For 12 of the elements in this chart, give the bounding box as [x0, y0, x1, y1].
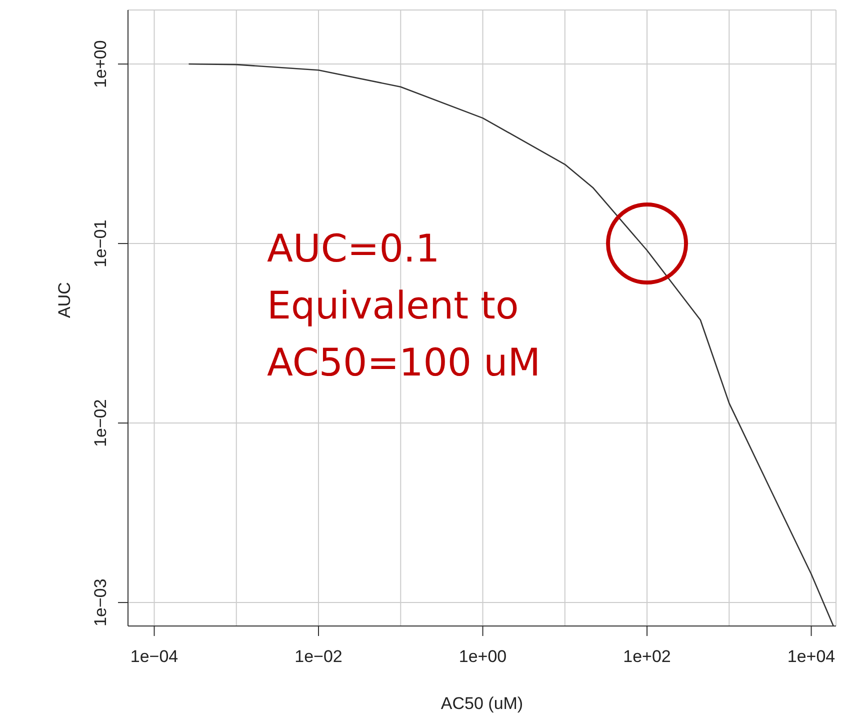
x-tick-label: 1e−04: [130, 647, 178, 666]
y-tick-label: 1e−03: [91, 578, 110, 626]
annotation: AUC=0.1 Equivalent to AC50=100 uM: [267, 226, 541, 385]
x-tick-label: 1e−02: [294, 647, 342, 666]
x-tick-label: 1e+02: [623, 647, 671, 666]
y-tick-label: 1e−02: [91, 399, 110, 447]
y-axis-title: AUC: [55, 282, 74, 318]
x-tick-label: 1e+00: [458, 647, 507, 666]
y-tick-label: 1e−01: [91, 220, 110, 268]
x-tick-label: 1e+04: [787, 647, 836, 666]
x-axis-title: AC50 (uM): [440, 694, 524, 713]
y-tick-label: 1e+00: [91, 40, 110, 88]
